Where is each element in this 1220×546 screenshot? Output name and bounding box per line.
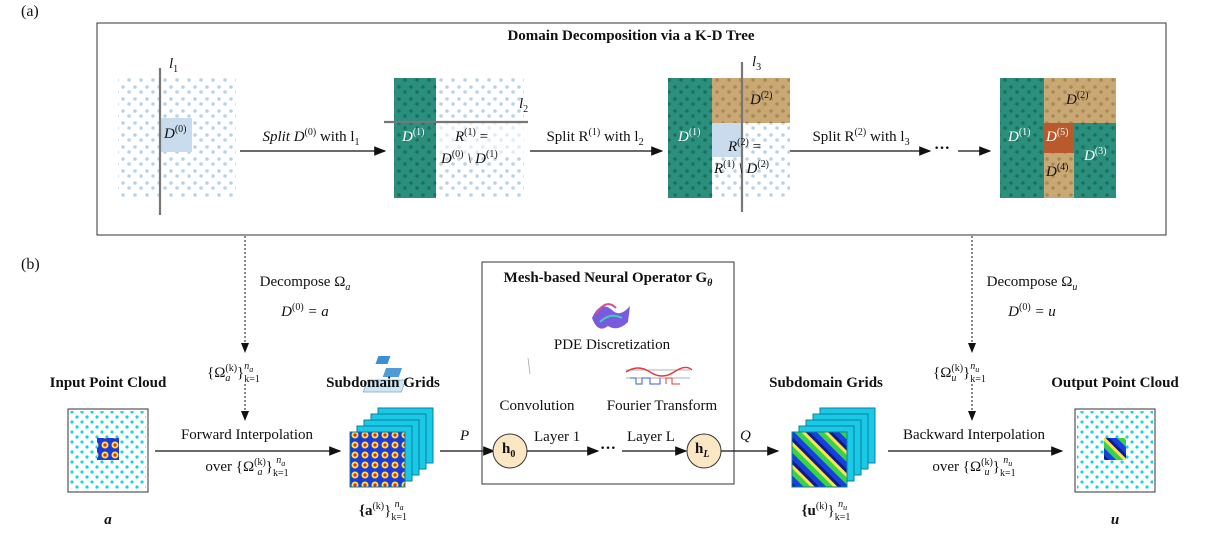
step3-label: Split R(2) with l3 bbox=[812, 127, 910, 148]
stage1-d0-region bbox=[160, 118, 192, 152]
output-var: u bbox=[1110, 512, 1120, 528]
subgrids-left-title: Subdomain Grids bbox=[326, 375, 440, 391]
forward-interp-label: Forward Interpolation bbox=[180, 427, 314, 443]
subgrids-right-title: Subdomain Grids bbox=[769, 375, 883, 391]
final-d3-label: D(3) bbox=[1084, 146, 1107, 164]
layer-ellipsis: ··· bbox=[600, 440, 617, 457]
panel-a-tag: (a) bbox=[21, 3, 39, 20]
final-d5-block bbox=[1044, 123, 1074, 153]
forward-over-label: over {Ω (k) a} na k=1 bbox=[205, 455, 289, 479]
final-d5-label: D(5) bbox=[1046, 127, 1069, 145]
a-set: {a(k)} na k=1 bbox=[359, 499, 407, 523]
layerL-label: Layer L bbox=[627, 429, 675, 445]
input-center-field bbox=[97, 438, 119, 460]
panel-b-tag: (b) bbox=[21, 256, 40, 273]
r1-formula: R(1) = D(0) \ D(1) bbox=[441, 127, 498, 167]
final-d3-block bbox=[1074, 123, 1116, 198]
output-title: Output Point Cloud bbox=[1051, 375, 1179, 391]
panel-a-frame bbox=[96, 22, 1167, 236]
pde-surface-icon bbox=[592, 303, 630, 329]
r2-formula: R(2) = R(1) \ D(2) bbox=[714, 137, 770, 177]
h0-label: h0 bbox=[502, 441, 516, 460]
stage3-d2-label: D(2) bbox=[750, 90, 773, 108]
decompose-a-label: Decompose Ωa D(0) = a bbox=[259, 274, 351, 320]
label-l2: l2 bbox=[519, 96, 529, 115]
decompose-u-label: Decompose Ωu D(0) = u bbox=[986, 274, 1078, 320]
stage3-d2-block bbox=[712, 78, 790, 123]
p-label: P bbox=[460, 428, 470, 444]
panel-a-title: Domain Decomposition via a K-D Tree bbox=[507, 28, 755, 44]
final-d1-block bbox=[1000, 78, 1044, 198]
conv-label: Convolution bbox=[499, 398, 575, 414]
operator-title: Mesh-based Neural Operator Gθ bbox=[503, 270, 713, 289]
omega-u-set: {Ω (k) u} nu k=1 bbox=[933, 361, 986, 385]
input-title: Input Point Cloud bbox=[49, 375, 167, 391]
stage2-d1-block bbox=[394, 78, 436, 198]
final-d4-label: D(4) bbox=[1046, 162, 1069, 180]
hL-label: hL bbox=[695, 441, 710, 460]
pde-label: PDE Discretization bbox=[553, 337, 671, 353]
fourier-transform-icon bbox=[625, 366, 693, 385]
fourier-label: Fourier Transform bbox=[606, 398, 718, 414]
label-d0: D(0) bbox=[164, 124, 187, 142]
label-l3: l3 bbox=[752, 54, 762, 73]
step1-label: Split D(0) with l1 bbox=[262, 127, 360, 148]
final-d4-block bbox=[1044, 153, 1074, 198]
final-d2-label: D(2) bbox=[1066, 90, 1089, 108]
backward-over-label: over {Ω (k) u} nu k=1 bbox=[932, 455, 1016, 479]
backward-interp-label: Backward Interpolation bbox=[902, 427, 1046, 443]
label-l1: l1 bbox=[169, 56, 179, 75]
q-label: Q bbox=[740, 428, 751, 444]
final-d2-block bbox=[1044, 78, 1116, 123]
stage3-d1-block bbox=[668, 78, 712, 198]
stage2-d1-label: D(1) bbox=[402, 127, 425, 145]
step2-label: Split R(1) with l2 bbox=[546, 127, 644, 148]
convolution-icon bbox=[362, 356, 531, 393]
layer1-label: Layer 1 bbox=[534, 429, 581, 445]
final-d1-label: D(1) bbox=[1008, 127, 1031, 145]
right-subdomain-grid-stack bbox=[791, 407, 876, 488]
stage3-d1-label: D(1) bbox=[678, 127, 701, 145]
omega-a-set: {Ω (k) a} na k=1 bbox=[207, 361, 260, 385]
output-center-field bbox=[1104, 438, 1126, 460]
input-var: a bbox=[104, 512, 112, 528]
u-set: {u(k)} nu k=1 bbox=[801, 499, 851, 523]
operator-box bbox=[481, 261, 735, 485]
left-subdomain-grid-stack bbox=[349, 407, 434, 488]
panel-a-ellipsis: ··· bbox=[934, 140, 951, 157]
